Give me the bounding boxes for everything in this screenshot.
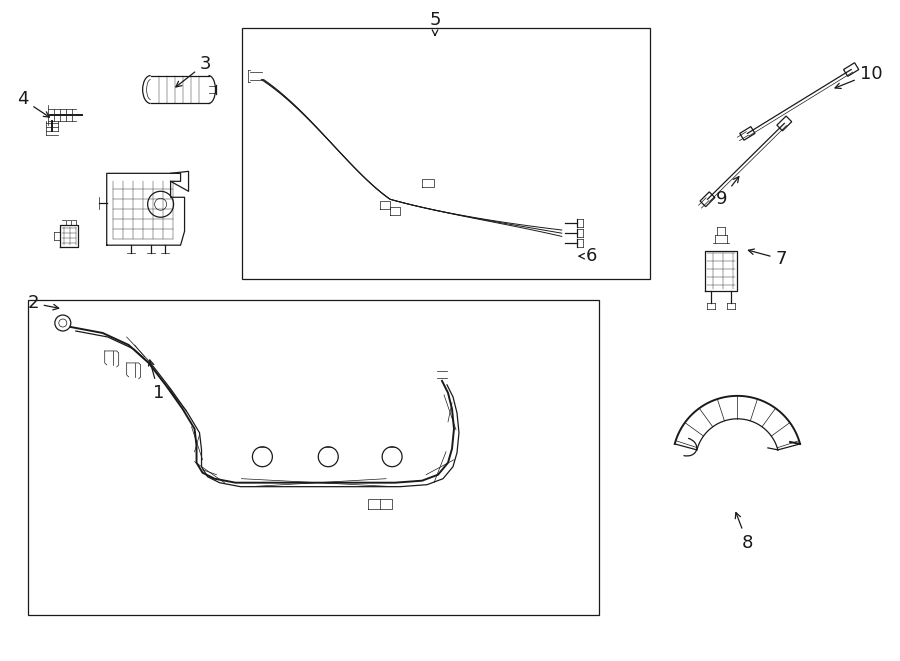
Text: 1: 1	[148, 360, 165, 402]
Text: 3: 3	[176, 55, 211, 87]
Text: 5: 5	[429, 11, 441, 36]
Text: 2: 2	[27, 294, 58, 312]
Text: 9: 9	[716, 176, 739, 208]
Bar	[28, 300, 598, 615]
Text: 8: 8	[735, 512, 753, 551]
Text: 4: 4	[17, 91, 50, 117]
Text: 7: 7	[749, 249, 788, 268]
Text: 10: 10	[835, 65, 882, 89]
Bar	[242, 28, 650, 279]
Text: 6: 6	[579, 247, 598, 265]
